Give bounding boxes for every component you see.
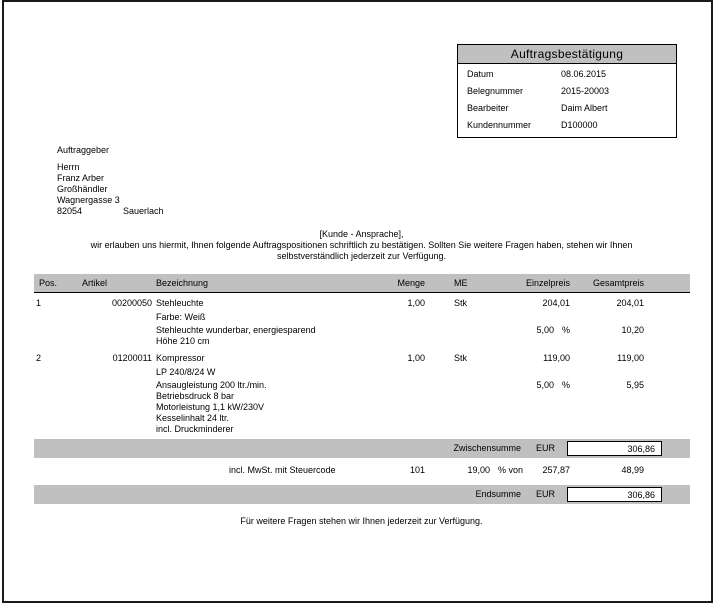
subtotal-label: Zwischensumme	[453, 443, 521, 453]
intro-line2: selbstverständlich jederzeit zur Verfügu…	[276, 251, 447, 261]
recipient-line: Großhändler	[57, 184, 108, 194]
recipient-heading: Auftraggeber	[57, 145, 110, 155]
table-row: 1 00200050 Stehleuchte 1,00 Stk 204,01 2…	[4, 298, 711, 309]
recipient-line: Wagnergasse 3	[57, 195, 120, 205]
table-row: Höhe 210 cm	[4, 336, 711, 347]
table-row: Ansaugleistung 200 ltr./min. 5,00 % 5,95	[4, 380, 711, 391]
table-row: LP 240/8/24 W	[4, 367, 711, 378]
table-row: Betriebsdruck 8 bar	[4, 391, 711, 402]
total-currency: EUR	[536, 489, 556, 499]
cell-bezeichnung: Farbe: Weiß	[156, 312, 206, 322]
cell-percent-sign: %	[562, 380, 571, 390]
cell-me: Stk	[454, 353, 468, 363]
info-row-datum: Datum 08.06.2015	[458, 69, 676, 81]
table-row: 2 01200011 Kompressor 1,00 Stk 119,00 11…	[4, 353, 711, 364]
cell-me: Stk	[454, 298, 468, 308]
recipient-postal-code: 82054	[57, 206, 83, 216]
col-header-einzelpreis: Einzelpreis	[525, 278, 570, 288]
info-value: Daim Albert	[561, 103, 608, 113]
intro-salutation: [Kunde - Ansprache],	[319, 229, 404, 239]
cell-einzelpreis: 204,01	[542, 298, 570, 308]
subtotal-band	[34, 439, 690, 458]
vat-amount: 48,99	[621, 465, 644, 475]
info-label: Bearbeiter	[467, 103, 509, 113]
subtotal-row: Zwischensumme EUR	[4, 443, 711, 454]
cell-menge: 1,00	[407, 298, 425, 308]
table-row: Motorleistung 1,1 kW/230V	[4, 402, 711, 413]
cell-bezeichnung: incl. Druckminderer	[156, 424, 234, 434]
table-row: Farbe: Weiß	[4, 312, 711, 323]
document-info-box: Auftragsbestätigung Datum 08.06.2015 Bel…	[457, 44, 677, 138]
info-label: Kundennummer	[467, 120, 532, 130]
vat-tax-code: 101	[409, 465, 425, 475]
info-value: D100000	[561, 120, 598, 130]
cell-bezeichnung: Motorleistung 1,1 kW/230V	[156, 402, 265, 412]
col-header-artikel: Artikel	[82, 278, 108, 288]
cell-bezeichnung: Stehleuchte	[156, 298, 204, 308]
intro-line1: wir erlauben uns hiermit, Ihnen folgende…	[90, 240, 633, 250]
cell-gesamtpreis: 10,20	[621, 325, 644, 335]
cell-bezeichnung: Kesselinhalt 24 ltr.	[156, 413, 230, 423]
footer-note: Für weitere Fragen stehen wir Ihnen jede…	[240, 516, 483, 526]
cell-gesamtpreis: 204,01	[616, 298, 644, 308]
info-row-belegnummer: Belegnummer 2015-20003	[458, 86, 676, 98]
col-header-gesamtpreis: Gesamtpreis	[592, 278, 644, 288]
col-header-me: ME	[454, 278, 468, 288]
cell-bezeichnung: Höhe 210 cm	[156, 336, 210, 346]
table-row: incl. Druckminderer	[4, 424, 711, 435]
recipient-city: Sauerlach	[123, 206, 164, 216]
cell-bezeichnung: Stehleuchte wunderbar, energiesparend	[156, 325, 316, 335]
cell-artikel: 01200011	[112, 353, 152, 363]
total-value-box: 306,86	[567, 487, 662, 502]
col-header-menge: Menge	[397, 278, 425, 288]
cell-artikel: 00200050	[111, 298, 152, 308]
cell-gesamtpreis: 119,00	[617, 353, 644, 363]
info-label: Datum	[467, 69, 494, 79]
document-title: Auftragsbestätigung	[458, 45, 676, 64]
cell-pos: 1	[36, 298, 42, 308]
info-row-kundennummer: Kundennummer D100000	[458, 120, 676, 132]
cell-bezeichnung: Ansaugleistung 200 ltr./min.	[156, 380, 267, 390]
cell-menge: 1,00	[407, 353, 425, 363]
cell-einzelpreis: 119,00	[543, 353, 570, 363]
cell-discount-rate: 5,00	[536, 325, 554, 335]
cell-percent-sign: %	[562, 325, 571, 335]
vat-row: incl. MwSt. mit Steuercode 101 19,00 % v…	[4, 465, 711, 476]
cell-bezeichnung: LP 240/8/24 W	[156, 367, 216, 377]
vat-label: incl. MwSt. mit Steuercode	[229, 465, 336, 475]
vat-rate: 19,00	[467, 465, 490, 475]
col-header-pos: Pos.	[39, 278, 58, 288]
table-header-row: Pos. Artikel Bezeichnung Menge ME Einzel…	[4, 278, 711, 289]
cell-bezeichnung: Kompressor	[156, 353, 205, 363]
col-header-bezeichnung: Bezeichnung	[156, 278, 209, 288]
total-label: Endsumme	[475, 489, 521, 499]
info-value: 2015-20003	[561, 86, 610, 96]
cell-discount-rate: 5,00	[536, 380, 554, 390]
cell-bezeichnung: Betriebsdruck 8 bar	[156, 391, 235, 401]
cell-pos: 2	[36, 353, 42, 363]
info-row-bearbeiter: Bearbeiter Daim Albert	[458, 103, 676, 115]
cell-gesamtpreis: 5,95	[626, 380, 644, 390]
total-band	[34, 485, 690, 504]
table-row: Kesselinhalt 24 ltr.	[4, 413, 711, 424]
table-header-band	[34, 274, 690, 293]
info-value: 08.06.2015	[561, 69, 607, 79]
table-row: Stehleuchte wunderbar, energiesparend 5,…	[4, 325, 711, 336]
recipient-line: Franz Arber	[57, 173, 105, 183]
vat-rate-suffix: % von	[498, 465, 524, 475]
subtotal-value-box: 306,86	[567, 441, 662, 456]
recipient-city-line: 82054 Sauerlach	[57, 206, 164, 217]
recipient-line: Herrn	[57, 162, 80, 172]
subtotal-currency: EUR	[536, 443, 556, 453]
vat-base-amount: 257,87	[542, 465, 570, 475]
info-label: Belegnummer	[467, 86, 524, 96]
total-row: Endsumme EUR	[4, 489, 711, 500]
